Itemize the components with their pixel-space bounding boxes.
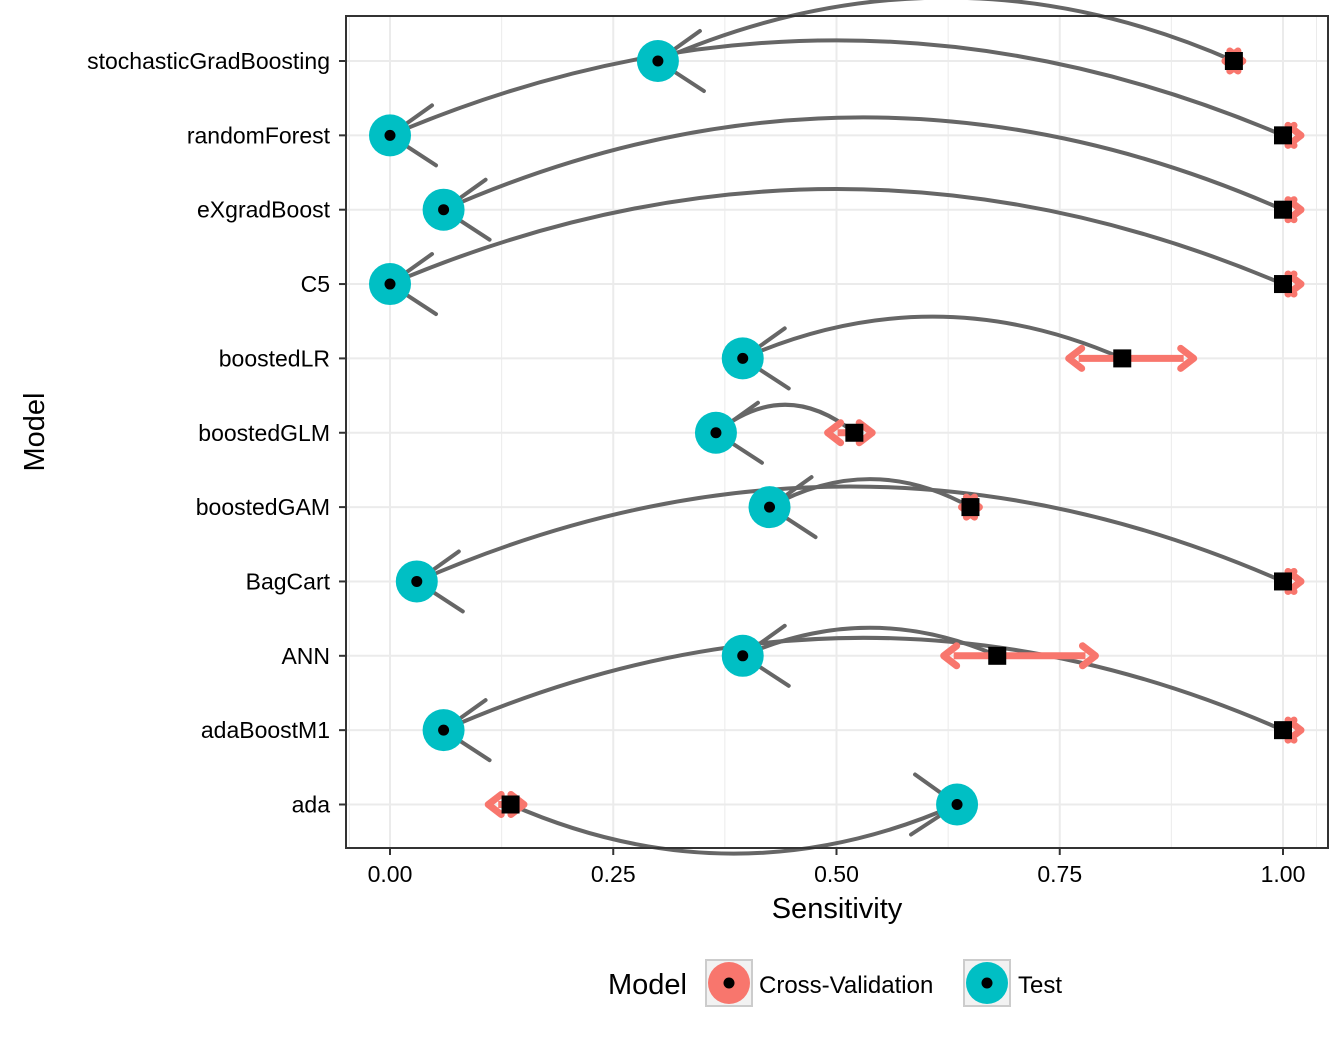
test-series [369, 40, 979, 826]
x-tick-label: 0.00 [368, 861, 413, 887]
cv-arrow-right [1177, 344, 1198, 372]
y-tick-label: ada [292, 792, 331, 818]
test-point-center [951, 799, 963, 810]
y-tick-label: boostedLR [219, 345, 330, 371]
curve [767, 477, 973, 510]
legend-label: Cross-Validation [759, 972, 933, 999]
test-point-center [710, 427, 722, 439]
cv-arrow-right [1284, 270, 1305, 298]
legend-title: Model [608, 969, 687, 1001]
cv-arrow-right [1284, 716, 1305, 744]
cv-arrow-right [1284, 196, 1305, 224]
cv-point [1224, 52, 1243, 70]
cv-point [501, 795, 520, 814]
y-tick-label: boostedGAM [196, 494, 330, 520]
curve [441, 635, 1285, 733]
cv-series [484, 47, 1305, 818]
legend-label: Test [1018, 972, 1062, 999]
test-point-center [384, 129, 396, 141]
cv-point [988, 646, 1007, 665]
cv-arrow-right [1284, 567, 1305, 595]
cv-arrow-right [855, 419, 876, 447]
x-tick-label: 0.50 [814, 861, 859, 887]
legend-key-dot [981, 977, 993, 989]
curve [388, 38, 1285, 138]
y-tick-label: ANN [281, 643, 330, 669]
test-point-center [438, 204, 450, 216]
curve [414, 484, 1285, 584]
cv-point [1274, 126, 1292, 145]
cv-point [1274, 200, 1292, 219]
y-tick-label: randomForest [187, 122, 331, 148]
y-tick-label: stochasticGradBoosting [87, 48, 330, 74]
y-axis: stochasticGradBoosting randomForest eXgrad… [87, 48, 346, 818]
y-tick-label: adaBoostM1 [201, 717, 330, 743]
curve [740, 314, 1125, 361]
curve [655, 0, 1236, 63]
y-axis-title: Model [19, 393, 51, 472]
test-point-center [652, 55, 664, 67]
curve [441, 115, 1285, 212]
test-point-center [764, 501, 776, 513]
test-point-center [438, 724, 450, 736]
grid [346, 16, 1328, 848]
cv-point [1274, 572, 1292, 591]
legend-key-dot [723, 977, 735, 989]
cv-point [845, 423, 864, 442]
cv-arrow-right [1284, 121, 1305, 149]
cv-point [1113, 349, 1132, 368]
x-tick-label: 0.75 [1037, 861, 1082, 887]
test-point-center [737, 352, 749, 364]
cv-arrow-left [940, 642, 961, 670]
x-axis-title: Sensitivity [772, 893, 903, 925]
y-tick-label: boostedGLM [198, 420, 330, 446]
cv-arrow-left [824, 419, 845, 447]
cv-point [1274, 275, 1292, 294]
curve [388, 187, 1285, 287]
curve [508, 802, 960, 856]
cv-arrow-left [1065, 344, 1086, 372]
cv-point [961, 498, 980, 517]
y-tick-label: eXgradBoost [197, 197, 331, 223]
legend: Model Cross-Validation Test [608, 959, 1062, 1007]
cv-arrow-left [484, 791, 505, 818]
y-tick-label: BagCart [246, 568, 331, 594]
test-point-center [737, 650, 749, 662]
x-tick-label: 1.00 [1261, 861, 1306, 887]
test-point-center [384, 278, 396, 290]
cv-arrow-right [1078, 642, 1099, 670]
x-axis: 0.00 0.25 0.50 0.75 1.00 [368, 848, 1306, 887]
cv-point [1274, 721, 1292, 740]
x-tick-label: 0.25 [591, 861, 636, 887]
y-tick-label: C5 [301, 271, 330, 297]
test-point-center [411, 575, 423, 587]
